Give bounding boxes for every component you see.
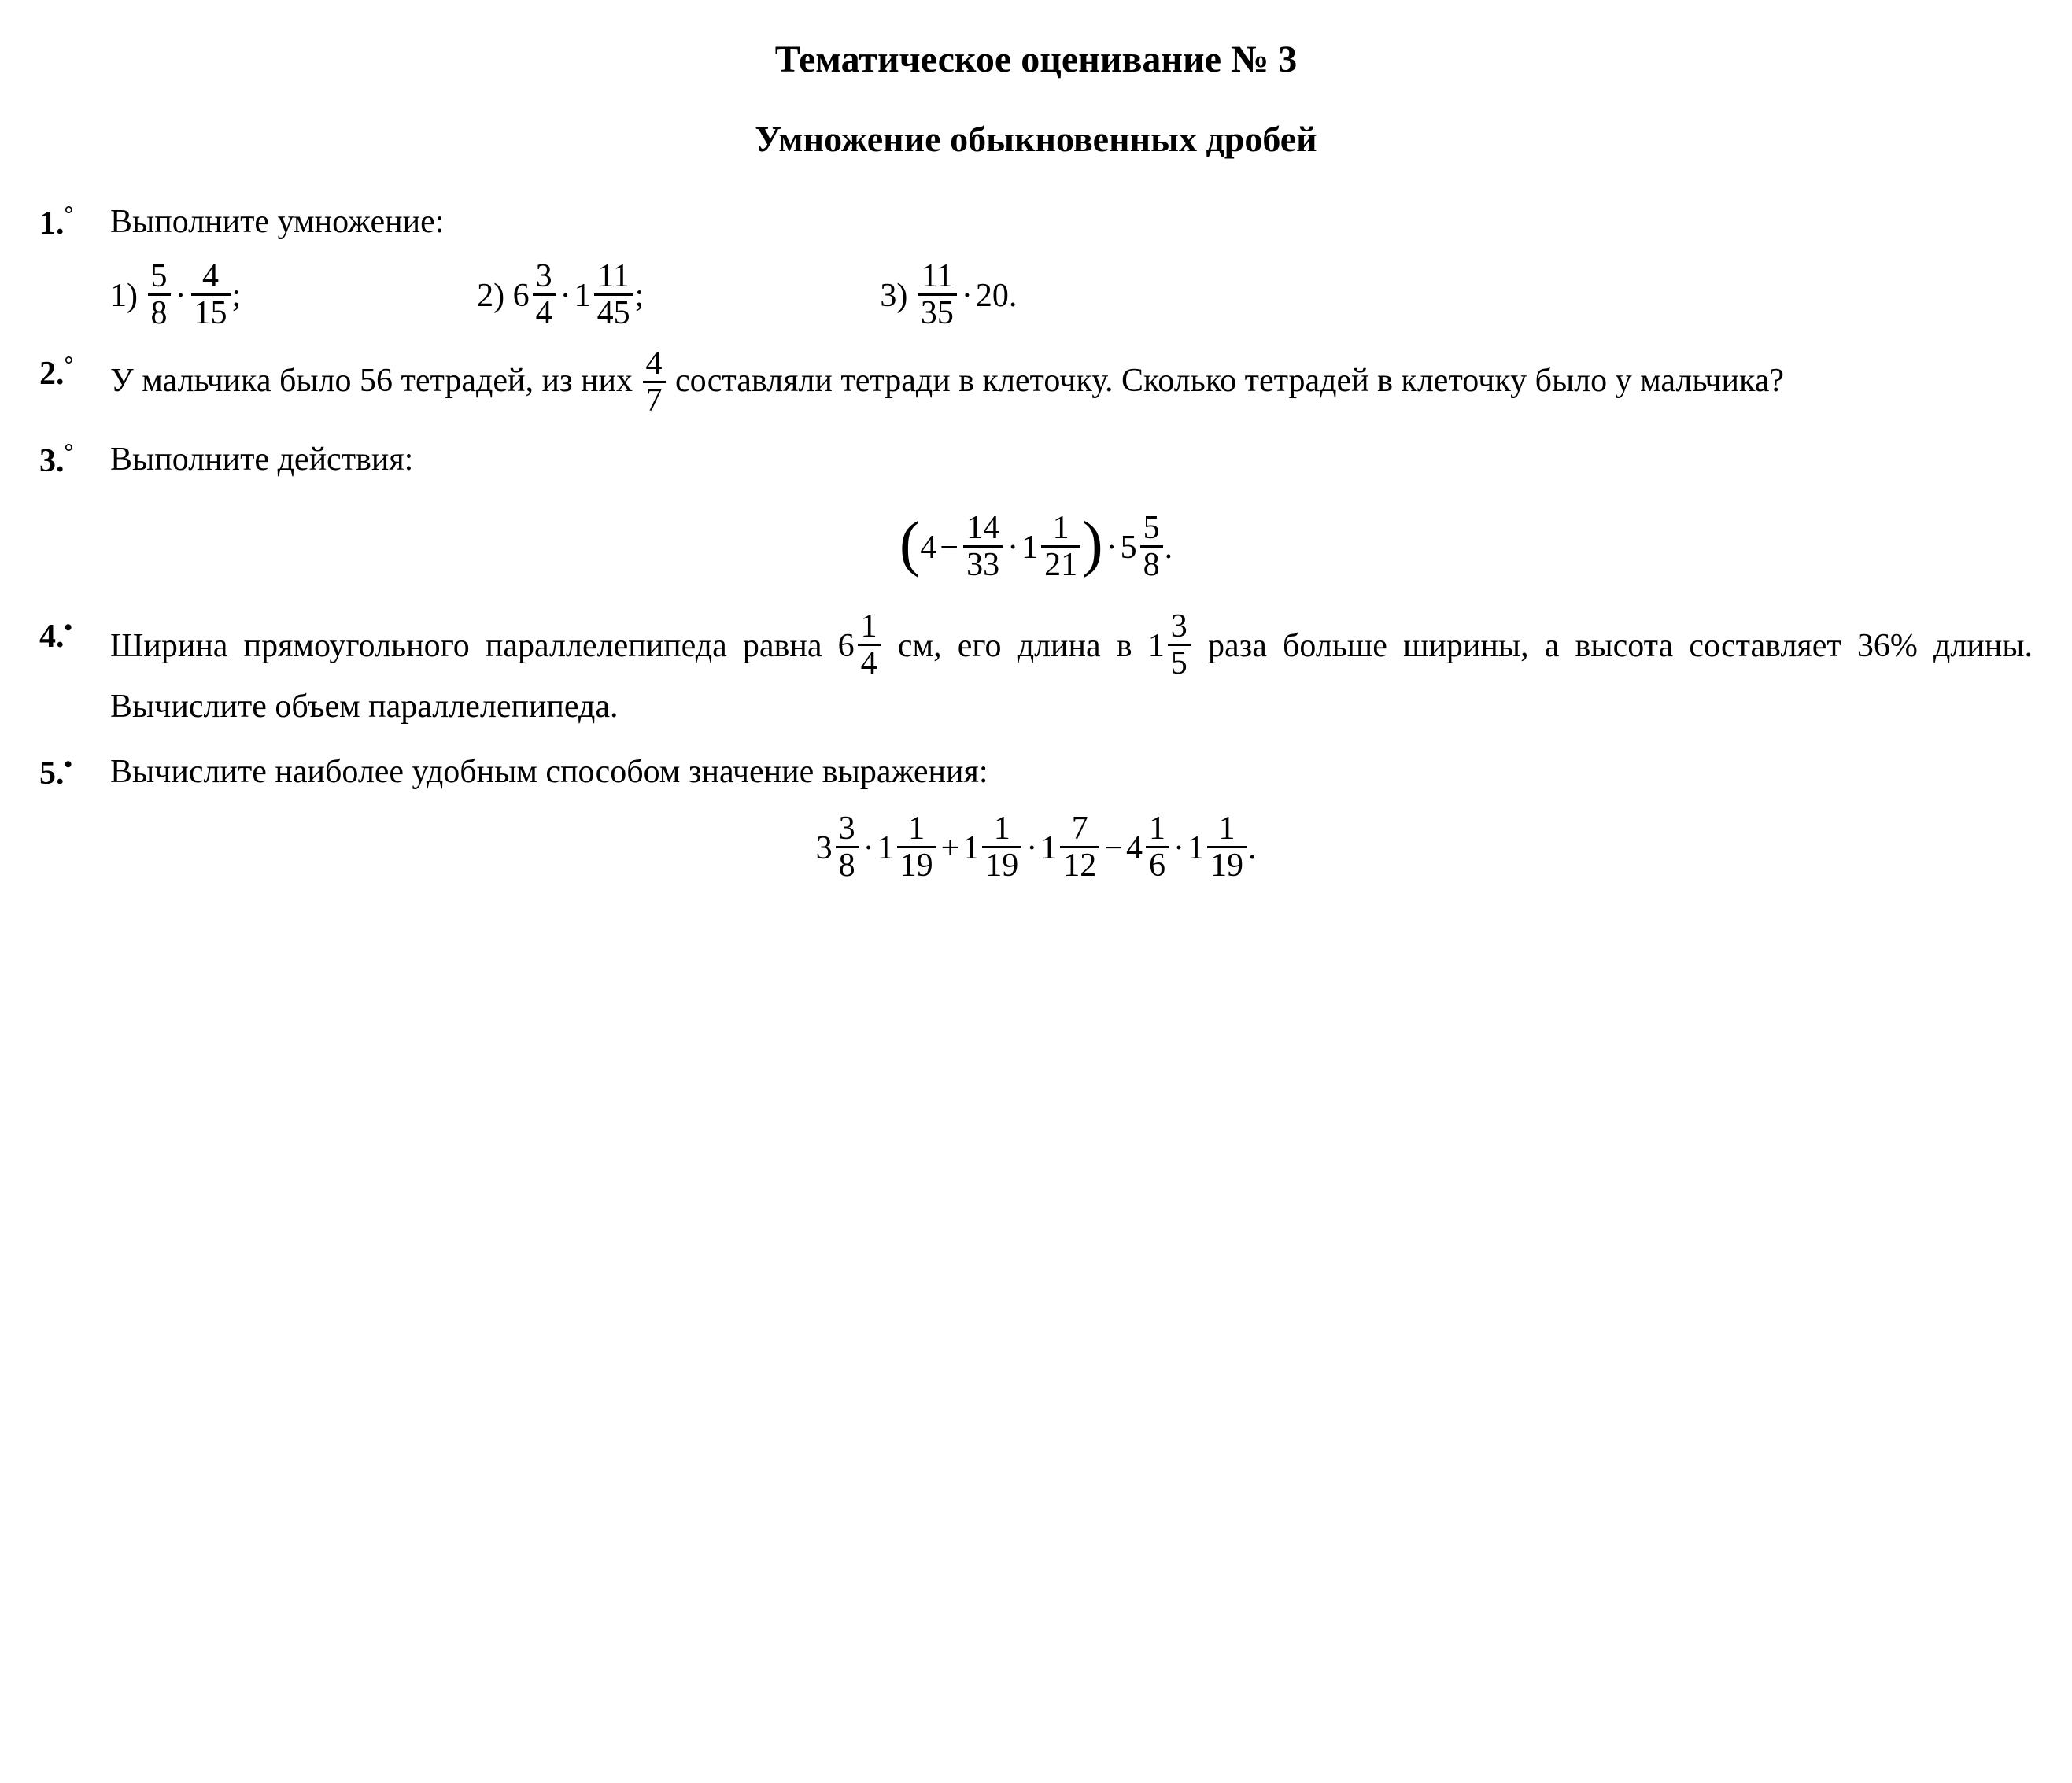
problem-text: Выполните действия: — [110, 435, 2033, 485]
mixed-number: 1121 — [1021, 512, 1082, 584]
mixed-number: 634 — [513, 260, 557, 332]
problem-text: Ширина прямоугольного параллелепипеда ра… — [110, 611, 2033, 732]
mixed-number: 1119 — [962, 813, 1023, 884]
expression: ( 4 − 1433 · 1121 ) · 558 . — [39, 500, 2033, 595]
problem-1: 1.° Выполните умножение: 1) 58 · 415 ; 2… — [39, 197, 2033, 332]
problem-5: 5.• Вычислите наиболее удобным способом … — [39, 748, 2033, 884]
problem-text: Вычислите наиболее удобным способом знач… — [110, 748, 2033, 797]
problem-number: 2.° — [39, 348, 110, 399]
expression: 338 · 1119 + 1119 · 1712 − 416 · 1119 . — [39, 813, 2033, 884]
fraction: 1433 — [963, 511, 1003, 582]
mixed-number: 416 — [1126, 813, 1170, 884]
fraction: 58 — [148, 259, 171, 330]
mixed-number: 11145 — [574, 260, 635, 332]
fraction: 415 — [191, 259, 231, 330]
problem-number: 4.• — [39, 611, 110, 662]
mixed-number: 558 — [1121, 512, 1165, 584]
problem-number: 5.• — [39, 748, 110, 799]
subpart-3: 3) 1135 · 20 . — [880, 260, 1017, 332]
subpart-2: 2) 634 · 11145 ; — [477, 260, 644, 332]
mixed-number: 1119 — [877, 813, 938, 884]
mixed-number: 338 — [816, 813, 860, 884]
problem-3: 3.° Выполните действия: ( 4 − 1433 · 112… — [39, 435, 2033, 595]
page-title: Тематическое оценивание № 3 — [39, 31, 2033, 88]
fraction: 47 — [643, 346, 666, 418]
subparts: 1) 58 · 415 ; 2) 634 · 11145 ; 3) 1135 ·… — [110, 260, 2033, 332]
mixed-number: 135 — [1148, 611, 1192, 682]
mixed-number: 1712 — [1040, 813, 1101, 884]
problem-4: 4.• Ширина прямоугольного параллелепипед… — [39, 611, 2033, 732]
fraction: 1135 — [918, 259, 957, 330]
problem-2: 2.° У мальчика было 56 тетрадей, из них … — [39, 348, 2033, 419]
subpart-1: 1) 58 · 415 ; — [110, 260, 241, 332]
problem-text: Выполните умножение: — [110, 197, 2033, 247]
page-subtitle: Умножение обыкновенных дробей — [39, 112, 2033, 166]
mixed-number: 1119 — [1187, 813, 1248, 884]
problem-number: 1.° — [39, 197, 110, 249]
mixed-number: 614 — [838, 611, 882, 682]
problem-number: 3.° — [39, 435, 110, 486]
problem-text: У мальчика было 56 тетрадей, из них 47 с… — [110, 348, 2033, 419]
